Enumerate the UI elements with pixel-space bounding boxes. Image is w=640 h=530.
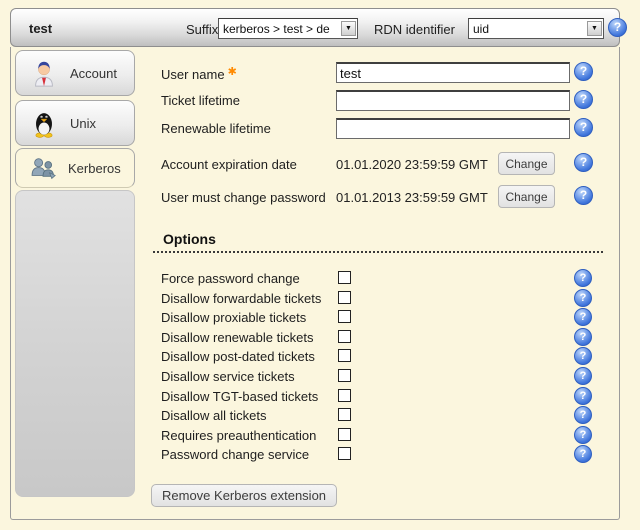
renewable-lifetime-label: Renewable lifetime: [161, 121, 271, 136]
disallow-service-checkbox[interactable]: [338, 368, 351, 382]
option-row: Disallow renewable tickets ?: [151, 327, 621, 348]
option-label: Disallow forwardable tickets: [161, 290, 322, 306]
option-label: Password change service: [161, 447, 310, 463]
option-row: Disallow all tickets ?: [151, 406, 621, 426]
help-icon[interactable]: ?: [574, 62, 593, 81]
help-icon[interactable]: ?: [574, 186, 593, 205]
disallow-renewable-checkbox[interactable]: [338, 329, 351, 343]
option-row: Password change service ?: [151, 445, 621, 465]
rdn-select[interactable]: uid ▼: [468, 18, 604, 39]
disallow-proxiable-checkbox[interactable]: [338, 310, 351, 324]
account-expiration-value: 01.01.2020 23:59:59 GMT: [336, 157, 488, 172]
options-heading-label: Options: [163, 231, 216, 247]
help-icon[interactable]: ?: [574, 386, 592, 405]
help-icon[interactable]: ?: [574, 445, 592, 464]
title-bar: test Suffix kerberos > test > de ▼ RDN i…: [10, 8, 627, 47]
help-icon[interactable]: ?: [574, 406, 592, 425]
remove-kerberos-extension-button[interactable]: Remove Kerberos extension: [151, 484, 338, 507]
username-label: User name: [161, 67, 225, 82]
help-icon[interactable]: ?: [574, 288, 592, 307]
help-icon[interactable]: ?: [608, 18, 627, 37]
option-row: Disallow service tickets ?: [151, 366, 621, 387]
help-icon[interactable]: ?: [574, 366, 592, 385]
date-row-password-change: User must change password 01.01.2013 23:…: [151, 185, 621, 208]
tab-account-label: Account: [70, 65, 117, 81]
password-change-value: 01.01.2013 23:59:59 GMT: [336, 190, 488, 205]
help-icon[interactable]: ?: [574, 425, 592, 444]
kerberos-icon: [29, 155, 57, 181]
password-change-service-checkbox[interactable]: [338, 447, 351, 461]
option-label: Requires preauthentication: [161, 427, 317, 443]
renewable-lifetime-input[interactable]: [336, 118, 570, 139]
rdn-label: RDN identifier: [374, 22, 455, 37]
help-icon[interactable]: ?: [574, 347, 592, 366]
user-icon: [29, 58, 59, 88]
help-icon[interactable]: ?: [574, 269, 592, 287]
tab-unix-label: Unix: [70, 115, 97, 131]
date-row-expiration: Account expiration date 01.01.2020 23:59…: [151, 152, 621, 175]
options-heading: Options: [153, 231, 603, 253]
chevron-down-icon: ▼: [587, 21, 602, 36]
option-label: Disallow TGT-based tickets: [161, 388, 319, 404]
required-marker: ✱: [227, 66, 237, 78]
change-password-date-button[interactable]: Change: [498, 185, 555, 208]
chevron-down-icon: ▼: [341, 21, 356, 36]
disallow-forwardable-checkbox[interactable]: [338, 290, 351, 304]
options-list: Force password change ? Disallow forward…: [151, 269, 621, 465]
tab-unix[interactable]: Unix: [15, 100, 135, 146]
option-row: Requires preauthentication ?: [151, 425, 621, 446]
requires-preauthentication-checkbox[interactable]: [338, 427, 351, 441]
suffix-select-value: kerberos > test > de: [223, 21, 330, 36]
suffix-select[interactable]: kerberos > test > de ▼: [218, 18, 358, 39]
option-label: Disallow proxiable tickets: [161, 310, 307, 326]
option-row: Force password change ?: [151, 269, 621, 289]
option-row: Disallow proxiable tickets ?: [151, 308, 621, 328]
option-label: Force password change: [161, 271, 300, 286]
option-label: Disallow renewable tickets: [161, 329, 314, 345]
force-password-change-checkbox[interactable]: [338, 271, 351, 284]
help-icon[interactable]: ?: [574, 327, 592, 346]
disallow-all-tickets-checkbox[interactable]: [338, 408, 351, 422]
help-icon[interactable]: ?: [574, 90, 593, 109]
field-row-username: User name✱ ?: [151, 62, 621, 84]
tab-account[interactable]: Account: [15, 50, 135, 96]
account-title: test: [29, 21, 53, 36]
account-edit-panel: Account Unix: [10, 47, 620, 520]
option-row: Disallow TGT-based tickets ?: [151, 386, 621, 407]
rdn-select-value: uid: [473, 21, 490, 36]
option-label: Disallow all tickets: [161, 408, 267, 424]
suffix-label: Suffix: [186, 22, 219, 37]
tab-kerberos[interactable]: Kerberos: [15, 148, 135, 188]
disallow-tgt-based-checkbox[interactable]: [338, 388, 351, 402]
help-icon[interactable]: ?: [574, 153, 593, 172]
option-row: Disallow forwardable tickets ?: [151, 288, 621, 309]
change-expiration-button[interactable]: Change: [498, 152, 555, 175]
tab-kerberos-label: Kerberos: [68, 160, 121, 176]
password-change-label: User must change password: [161, 190, 326, 205]
username-input[interactable]: [336, 62, 570, 83]
option-row: Disallow post-dated tickets ?: [151, 347, 621, 367]
disallow-postdated-checkbox[interactable]: [338, 349, 351, 363]
ticket-lifetime-input[interactable]: [336, 90, 570, 111]
option-label: Disallow post-dated tickets: [161, 349, 315, 365]
field-row-ticket-lifetime: Ticket lifetime ?: [151, 90, 621, 112]
tux-icon: [29, 108, 59, 138]
field-row-renewable-lifetime: Renewable lifetime ?: [151, 118, 621, 140]
option-label: Disallow service tickets: [161, 368, 295, 384]
help-icon[interactable]: ?: [574, 308, 592, 327]
sidebar-panel: [15, 190, 135, 497]
ticket-lifetime-label: Ticket lifetime: [161, 93, 240, 108]
account-expiration-label: Account expiration date: [161, 157, 297, 172]
help-icon[interactable]: ?: [574, 118, 593, 137]
